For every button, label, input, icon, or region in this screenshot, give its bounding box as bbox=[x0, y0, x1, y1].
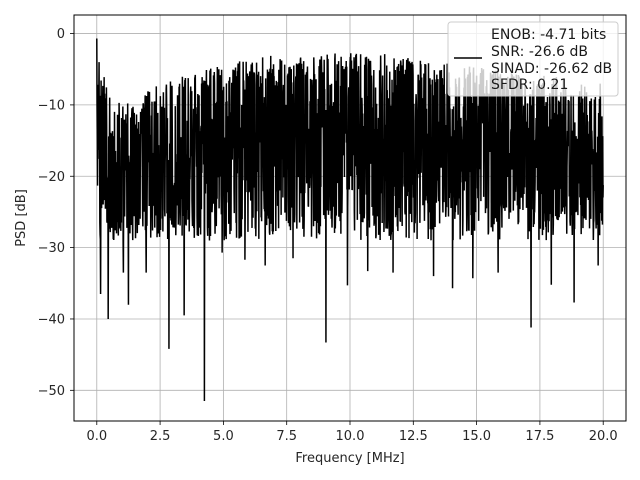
x-tick-label: 17.5 bbox=[525, 429, 554, 444]
y-axis: 0 −10 −20 −30 −40 −50 bbox=[38, 27, 74, 399]
y-tick-label: −20 bbox=[38, 170, 65, 185]
x-axis: 0.0 2.5 5.0 7.5 10.0 12.5 15.0 17.5 20.0 bbox=[86, 421, 618, 444]
legend-text-snr: SNR: -26.6 dB bbox=[491, 44, 588, 60]
x-tick-label: 7.5 bbox=[276, 429, 297, 444]
x-tick-label: 2.5 bbox=[150, 429, 171, 444]
y-tick-label: 0 bbox=[57, 27, 65, 42]
legend: ENOB: -4.71 bits SNR: -26.6 dB SINAD: -2… bbox=[447, 21, 619, 97]
legend-box bbox=[447, 21, 619, 97]
x-tick-label: 15.0 bbox=[462, 429, 491, 444]
y-tick-label: −40 bbox=[38, 312, 65, 327]
y-tick-label: −30 bbox=[38, 241, 65, 256]
legend-text-sfdr: SFDR: 0.21 bbox=[491, 77, 568, 93]
x-tick-label: 20.0 bbox=[589, 429, 618, 444]
x-axis-label: Frequency [MHz] bbox=[295, 451, 404, 466]
legend-text-sinad: SINAD: -26.62 dB bbox=[491, 61, 612, 77]
series-group bbox=[96, 38, 604, 402]
x-tick-label: 5.0 bbox=[213, 429, 234, 444]
x-tick-label: 0.0 bbox=[86, 429, 107, 444]
psd-series-line bbox=[96, 38, 604, 402]
legend-text-enob: ENOB: -4.71 bits bbox=[491, 27, 606, 43]
y-tick-label: −10 bbox=[38, 98, 65, 113]
y-axis-label: PSD [dB] bbox=[14, 189, 29, 247]
x-tick-label: 12.5 bbox=[399, 429, 428, 444]
x-tick-label: 10.0 bbox=[336, 429, 365, 444]
y-tick-label: −50 bbox=[38, 384, 65, 399]
